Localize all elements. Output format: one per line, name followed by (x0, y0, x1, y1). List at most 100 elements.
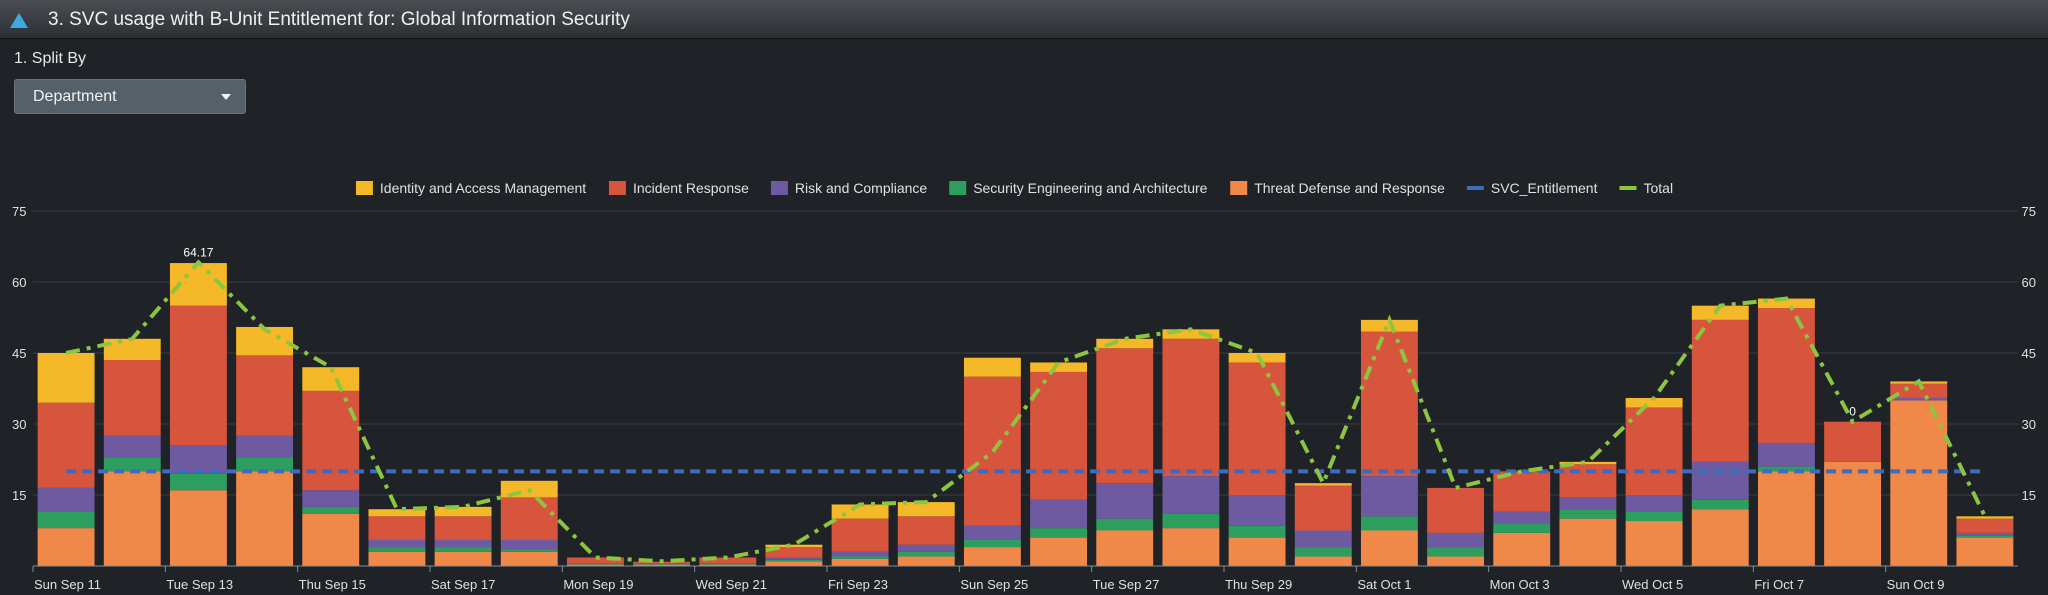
bar-segment[interactable] (765, 559, 823, 562)
bar-segment[interactable] (1360, 319, 1418, 332)
bar-segment[interactable] (368, 516, 426, 540)
bar-segment[interactable] (1625, 407, 1683, 495)
bar-segment[interactable] (1228, 353, 1286, 363)
bar-segment[interactable] (302, 513, 360, 566)
bar-segment[interactable] (1757, 308, 1815, 443)
bar-segment[interactable] (1691, 305, 1749, 320)
bar-segment[interactable] (897, 516, 955, 545)
bar-segment[interactable] (1691, 461, 1749, 500)
bar-segment[interactable] (434, 516, 492, 540)
bar-segment[interactable] (37, 487, 95, 512)
bar-segment[interactable] (831, 518, 889, 552)
legend-item-label[interactable]: SVC_Entitlement (1491, 180, 1598, 196)
bar-segment[interactable] (1096, 348, 1154, 484)
bar-segment[interactable] (1096, 338, 1154, 349)
bar-segment[interactable] (302, 390, 360, 491)
bar-segment[interactable] (1625, 521, 1683, 566)
bar-segment[interactable] (765, 561, 823, 566)
bar-segment[interactable] (1162, 329, 1220, 339)
bar-segment[interactable] (1757, 471, 1815, 566)
triangle-icon[interactable] (10, 13, 28, 28)
bar-segment[interactable] (1493, 523, 1551, 533)
bar-segment[interactable] (963, 525, 1021, 540)
bar-segment[interactable] (1360, 331, 1418, 477)
bar-segment[interactable] (302, 490, 360, 507)
bar-segment[interactable] (765, 547, 823, 558)
bar-segment[interactable] (1162, 513, 1220, 529)
bar-segment[interactable] (831, 556, 889, 559)
bar-segment[interactable] (1030, 537, 1088, 566)
bar-segment[interactable] (1625, 495, 1683, 512)
bar-segment[interactable] (169, 490, 227, 566)
bar-segment[interactable] (1691, 499, 1749, 510)
bar-segment[interactable] (1625, 511, 1683, 522)
bar-segment[interactable] (169, 305, 227, 446)
bar-segment[interactable] (897, 544, 955, 552)
bar-segment[interactable] (963, 547, 1021, 566)
bar-segment[interactable] (963, 357, 1021, 377)
bar-segment[interactable] (1096, 483, 1154, 519)
bar-segment[interactable] (1427, 487, 1485, 533)
bar-segment[interactable] (1691, 319, 1749, 462)
bar-segment[interactable] (963, 539, 1021, 548)
bar-segment[interactable] (1559, 497, 1617, 510)
bar-segment[interactable] (1228, 537, 1286, 566)
bar-segment[interactable] (302, 506, 360, 514)
bar-segment[interactable] (633, 564, 691, 566)
bar-segment[interactable] (1162, 338, 1220, 477)
bar-segment[interactable] (434, 539, 492, 548)
bar-segment[interactable] (1294, 556, 1352, 566)
bar-segment[interactable] (37, 353, 95, 403)
bar-segment[interactable] (1096, 530, 1154, 567)
split-by-dropdown[interactable]: Department (14, 79, 246, 114)
bar-segment[interactable] (1559, 464, 1617, 498)
bar-segment[interactable] (1824, 461, 1882, 566)
bar-segment[interactable] (1493, 511, 1551, 524)
bar-segment[interactable] (302, 367, 360, 391)
bar-segment[interactable] (699, 563, 757, 565)
bar-segment[interactable] (103, 457, 161, 472)
bar-segment[interactable] (1625, 397, 1683, 408)
bar-segment[interactable] (500, 551, 558, 566)
bar-segment[interactable] (1956, 535, 2014, 538)
bar-segment[interactable] (1493, 532, 1551, 566)
bar-segment[interactable] (765, 544, 823, 548)
bar-segment[interactable] (1956, 518, 2014, 533)
bar-segment[interactable] (1691, 509, 1749, 566)
bar-segment[interactable] (1559, 518, 1617, 566)
bar-segment[interactable] (236, 435, 294, 458)
bar-segment[interactable] (1294, 530, 1352, 548)
bar-segment[interactable] (1030, 528, 1088, 538)
legend-item-label[interactable]: Total (1643, 180, 1673, 196)
bar-segment[interactable] (897, 556, 955, 566)
bar-segment[interactable] (169, 473, 227, 491)
bar-segment[interactable] (236, 326, 294, 356)
bar-segment[interactable] (103, 435, 161, 458)
bar-segment[interactable] (897, 502, 955, 517)
legend-item-label[interactable]: Risk and Compliance (795, 180, 927, 196)
bar-segment[interactable] (37, 511, 95, 529)
bar-segment[interactable] (1360, 476, 1418, 517)
bar-segment[interactable] (633, 564, 691, 565)
bar-segment[interactable] (236, 471, 294, 566)
bar-segment[interactable] (368, 551, 426, 566)
bar-segment[interactable] (500, 549, 558, 552)
bar-segment[interactable] (1294, 483, 1352, 486)
bar-segment[interactable] (699, 557, 757, 564)
bar-segment[interactable] (1030, 499, 1088, 529)
bar-segment[interactable] (897, 551, 955, 557)
bar-segment[interactable] (699, 564, 757, 565)
bar-segment[interactable] (434, 547, 492, 552)
bar-segment[interactable] (1559, 509, 1617, 519)
bar-segment[interactable] (633, 563, 691, 565)
bar-segment[interactable] (963, 376, 1021, 526)
bar-segment[interactable] (1824, 421, 1882, 462)
bar-segment[interactable] (1757, 442, 1815, 467)
bar-segment[interactable] (500, 539, 558, 550)
bar-segment[interactable] (1030, 371, 1088, 500)
bar-segment[interactable] (566, 557, 624, 564)
bar-segment[interactable] (1228, 362, 1286, 495)
bar-segment[interactable] (1096, 518, 1154, 531)
legend-item-label[interactable]: Security Engineering and Architecture (973, 180, 1207, 196)
bar-segment[interactable] (1360, 530, 1418, 567)
